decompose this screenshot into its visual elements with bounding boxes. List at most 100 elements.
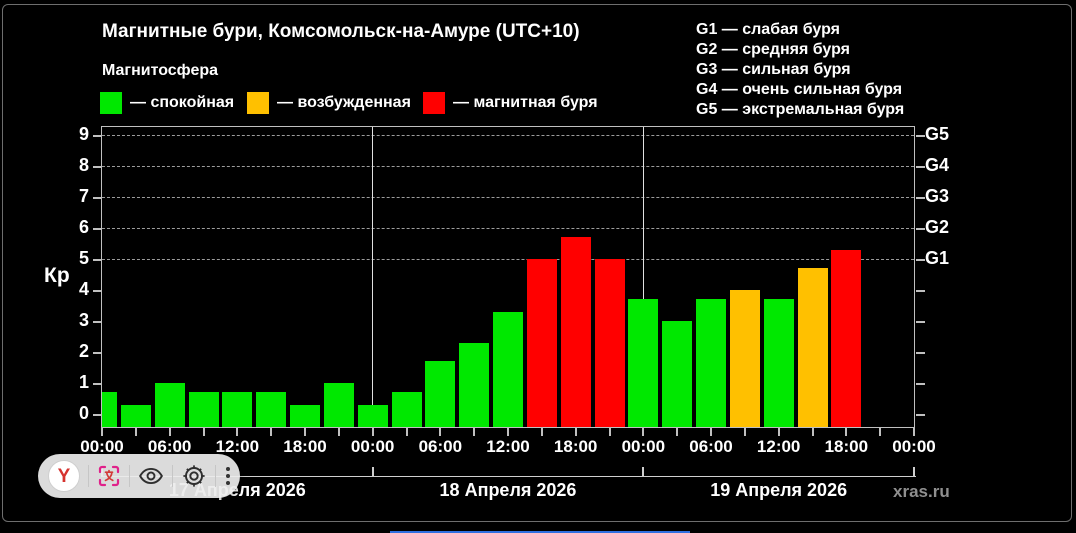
kp-bar	[323, 383, 354, 427]
x-axis-tick	[202, 428, 205, 436]
dot-icon	[226, 481, 230, 485]
settings-button[interactable]	[181, 463, 207, 489]
x-axis-tick	[507, 428, 509, 436]
storm-scale-legend: G1 — слабая буря G2 — средняя буря G3 — …	[696, 20, 904, 120]
x-axis-tick	[574, 428, 577, 436]
kp-bar	[797, 268, 828, 427]
legend-item-excited: — возбужденная	[247, 92, 411, 114]
x-axis-tick-label: 18:00	[824, 437, 869, 456]
y-axis-tick-label: 7	[78, 186, 89, 206]
kp-bar	[425, 361, 456, 427]
right-axis-label-g2: G2	[925, 217, 950, 237]
y-axis-tick-label: 4	[78, 279, 89, 299]
kp-bar	[594, 259, 625, 427]
y-axis-label: Кр	[44, 264, 70, 287]
y-axis-tick-left	[93, 228, 102, 230]
storm-scale-g3: G3 — сильная буря	[696, 61, 851, 78]
x-axis-tick	[608, 428, 611, 436]
day-axis-tick	[371, 467, 374, 477]
reader-eye-button[interactable]	[138, 463, 164, 489]
bottom-blue-strip	[390, 531, 690, 533]
x-axis-tick	[304, 428, 306, 436]
legend-label-storm: — магнитная буря	[453, 94, 598, 111]
x-axis-tick	[236, 428, 239, 436]
x-axis-tick	[777, 428, 780, 436]
screen-translate-button[interactable]	[97, 464, 121, 488]
kp-bar	[188, 392, 219, 427]
eye-icon	[139, 467, 163, 485]
yandex-logo-icon: Y	[57, 465, 71, 487]
screen-translate-icon	[98, 465, 120, 487]
kp-bar	[102, 392, 117, 427]
x-axis-tick	[879, 428, 882, 436]
y-axis-tick-left	[93, 259, 102, 261]
kp-bar	[493, 311, 523, 427]
legend-label-excited: — возбужденная	[277, 94, 411, 111]
kp-bar	[526, 259, 557, 427]
y-axis-tick-left	[93, 352, 102, 354]
y-axis-tick-label: 9	[78, 124, 89, 144]
legend-item-quiet: — спокойная	[100, 92, 234, 114]
kp-bar	[391, 392, 422, 427]
y-axis-tick-label: 6	[78, 217, 89, 237]
x-axis-tick	[101, 428, 103, 436]
yandex-browser-button[interactable]: Y	[48, 460, 80, 492]
excited-color-swatch	[247, 92, 269, 114]
chart-subtitle: Магнитосфера	[102, 62, 219, 79]
kp-bar	[120, 404, 151, 427]
x-axis-tick	[676, 428, 679, 436]
more-menu-button[interactable]	[224, 465, 232, 487]
kp-bar	[459, 342, 490, 427]
plot-area	[101, 126, 915, 428]
kp-bar	[662, 321, 693, 427]
chart-title: Магнитные бури, Комсомольск-на-Амуре (UT…	[102, 21, 580, 42]
y-axis-tick-right	[916, 352, 925, 354]
x-axis-tick	[270, 428, 273, 436]
y-axis-tick-left	[93, 197, 102, 199]
dot-icon	[226, 474, 230, 478]
y-axis-tick-left	[93, 321, 102, 323]
kp-bar	[256, 392, 287, 427]
y-axis-tick-right	[916, 259, 925, 261]
storm-scale-g1: G1 — слабая буря	[696, 21, 841, 38]
toolbar-separator	[172, 465, 173, 487]
x-axis-tick-label: 12:00	[215, 437, 260, 456]
storm-scale-g5: G5 — экстремальная буря	[696, 101, 905, 118]
y-axis-tick-left	[93, 166, 102, 168]
kp-bar	[729, 290, 760, 427]
toolbar-separator	[88, 465, 89, 487]
x-axis-tick	[168, 428, 171, 436]
y-axis-tick-left	[93, 414, 102, 416]
x-axis-tick	[337, 428, 340, 436]
x-axis-tick-label: 06:00	[689, 437, 733, 456]
gridline-kp8	[102, 166, 914, 167]
y-axis-tick-label: 1	[78, 372, 89, 392]
x-axis-tick-label: 12:00	[756, 437, 801, 456]
kp-bar	[222, 392, 253, 427]
x-axis-tick	[134, 428, 137, 436]
date-label: 18 Апреля 2026	[439, 480, 577, 500]
y-axis-tick-right	[916, 197, 925, 199]
date-label: 19 Апреля 2026	[710, 480, 848, 500]
gridline-kp6	[102, 228, 914, 229]
y-axis-tick-right	[916, 321, 925, 323]
gridline-kp9	[102, 135, 914, 136]
storm-scale-g4: G4 — очень сильная буря	[696, 81, 903, 98]
y-axis-tick-right	[916, 135, 925, 137]
y-axis-tick-left	[93, 290, 102, 292]
y-axis-tick-left	[93, 383, 102, 385]
x-axis-tick-label: 12:00	[486, 437, 530, 456]
storm-color-swatch	[423, 92, 445, 114]
gridline-kp7	[102, 197, 914, 198]
y-axis-tick-left	[93, 135, 102, 137]
y-axis-tick-right	[916, 228, 925, 230]
watermark: xras.ru	[893, 482, 950, 501]
day-separator-line	[642, 127, 644, 427]
gridline-kp5	[102, 259, 914, 260]
day-axis-line	[102, 476, 916, 477]
x-axis-tick-label: 06:00	[147, 437, 192, 456]
kp-bar	[357, 404, 388, 427]
y-axis-tick-label: 3	[78, 310, 89, 330]
x-axis-tick	[710, 428, 712, 436]
x-axis-tick-label: 18:00	[283, 437, 327, 456]
